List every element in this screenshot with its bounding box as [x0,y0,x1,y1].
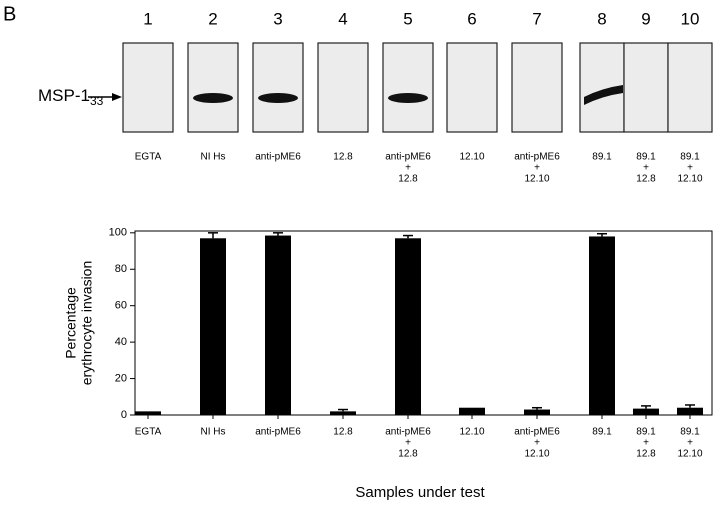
x-tick-label: NI Hs [201,427,226,438]
lane-number: 5 [403,9,412,28]
lane-caption: 12.8 [398,174,418,185]
blot-panel [122,42,174,133]
x-tick-label: anti-pME6 [514,427,560,438]
lane-caption: 89.1 [636,152,656,163]
x-tick-label: EGTA [135,427,162,438]
x-tick-label: 12.8 [333,427,353,438]
blot-panel [446,42,498,133]
blot-panel [252,42,304,133]
x-axis-label: Samples under test [355,484,485,501]
x-tick-label: 89.1 [680,427,700,438]
lane-number: 4 [338,9,347,28]
lane-number: 10 [681,9,700,28]
x-tick-label: anti-pME6 [255,427,301,438]
blot-panel [317,42,369,133]
blot-band [584,85,623,105]
x-tick-label: 12.8 [636,449,656,460]
lane-caption: + [534,163,540,174]
lane-caption: 12.8 [333,152,353,163]
x-tick-label: + [405,438,411,449]
blot-band [388,93,428,103]
x-tick-label: + [534,438,540,449]
lane-caption: + [687,163,693,174]
x-tick-label: 89.1 [636,427,656,438]
blot-panel [382,42,434,133]
x-tick-label: 12.10 [677,449,702,460]
blot-panel [623,42,669,133]
blot-panel [187,42,239,133]
x-tick-label: 12.10 [524,449,549,460]
lane-number: 6 [467,9,476,28]
bar [135,411,161,415]
bar [330,411,356,415]
lane-number: 3 [273,9,282,28]
y-tick-label: 40 [115,336,127,348]
lane-caption: anti-pME6 [385,152,431,163]
plot-frame [134,230,713,416]
bar [589,236,615,415]
bar [265,235,291,415]
lane-number: 9 [641,9,650,28]
bar [395,238,421,415]
x-tick-label: 12.8 [398,449,418,460]
lane-caption: 12.10 [524,174,549,185]
bar [633,408,659,415]
y-tick-label: 100 [109,227,127,239]
bar [524,409,550,415]
lane-number: 7 [532,9,541,28]
marker-arrow-head [112,93,122,101]
y-axis-label: Percentage [63,287,79,359]
lane-caption: EGTA [135,152,162,163]
blot-band [258,93,298,103]
lane-caption: 89.1 [680,152,700,163]
lane-caption: NI Hs [201,152,226,163]
blot-band [193,93,233,103]
x-tick-label: 12.10 [459,427,484,438]
lane-caption: 12.10 [677,174,702,185]
lane-caption: anti-pME6 [255,152,301,163]
bar [200,238,226,415]
y-tick-label: 20 [115,372,127,384]
lane-caption: 89.1 [592,152,612,163]
lane-caption: + [405,163,411,174]
bar [459,407,485,415]
y-tick-label: 60 [115,300,127,312]
lane-number: 1 [143,9,152,28]
lane-caption: anti-pME6 [514,152,560,163]
blot-panel [511,42,563,133]
y-axis-label: erythrocyte invasion [79,261,95,386]
bar [677,407,703,415]
blot-panel [667,42,713,133]
y-tick-label: 80 [115,263,127,275]
lane-number: 2 [208,9,217,28]
lane-number: 8 [597,9,606,28]
lane-caption: + [643,163,649,174]
x-tick-label: anti-pME6 [385,427,431,438]
x-tick-label: + [643,438,649,449]
y-tick-label: 0 [121,409,127,421]
x-tick-label: 89.1 [592,427,612,438]
panel-label: B [3,3,16,25]
lane-caption: 12.10 [459,152,484,163]
x-tick-label: + [687,438,693,449]
lane-caption: 12.8 [636,174,656,185]
